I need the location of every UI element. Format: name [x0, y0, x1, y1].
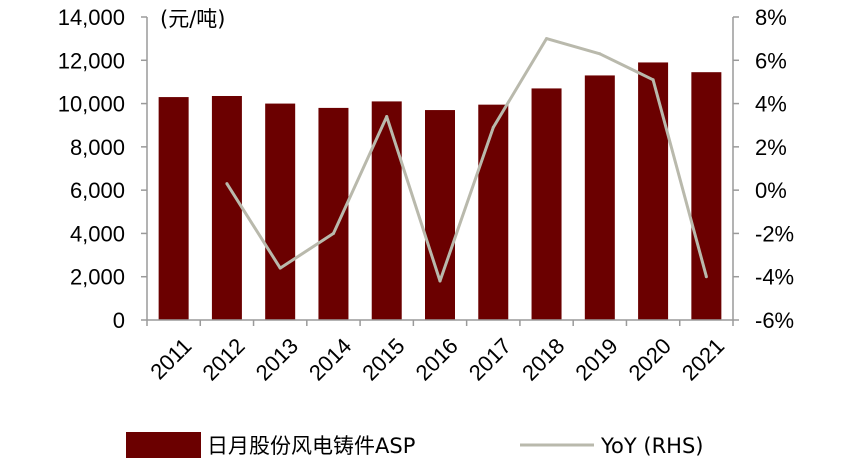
x-tick-label-2016: 2016 — [411, 333, 463, 385]
legend-swatch-asp — [126, 432, 201, 458]
bar-2011 — [158, 97, 189, 320]
left-tick-label: 4,000 — [70, 221, 125, 246]
x-tick-label-2012: 2012 — [197, 333, 249, 385]
yoy-point-2012 — [225, 182, 229, 186]
right-tick-label: 4% — [755, 92, 787, 117]
bar-2021 — [691, 72, 722, 320]
left-tick-label: 0 — [113, 308, 125, 333]
legend: 日月股份风电铸件ASP YoY (RHS) — [126, 432, 704, 458]
right-tick-label: 6% — [755, 48, 787, 73]
bar-2019 — [584, 75, 615, 320]
x-tick-label-2017: 2017 — [464, 333, 516, 385]
yoy-point-2018 — [545, 37, 549, 41]
yoy-point-2016 — [438, 279, 442, 283]
left-tick-labels: 0 2,000 4,000 6,000 8,000 10,000 12,000 14,000 — [58, 5, 125, 333]
legend-label-yoy: YoY (RHS) — [600, 434, 704, 458]
yoy-line — [225, 37, 708, 283]
x-tick-label-2015: 2015 — [357, 333, 409, 385]
x-tick-label-2019: 2019 — [570, 333, 622, 385]
x-tick-label-2013: 2013 — [251, 333, 303, 385]
right-tick-label: 0% — [755, 178, 787, 203]
left-tick-label: 6,000 — [70, 178, 125, 203]
x-tick-label-2020: 2020 — [624, 333, 676, 385]
bar-2017 — [478, 104, 509, 321]
yoy-point-2015 — [385, 115, 389, 119]
right-tick-labels: -6% -4% -2% 0% 2% 4% 6% 8% — [755, 5, 794, 333]
yoy-point-2014 — [331, 231, 335, 235]
yoy-point-2021 — [704, 275, 708, 279]
yoy-point-2017 — [491, 125, 495, 129]
right-tick-label: 8% — [755, 5, 787, 30]
left-tick-label: 2,000 — [70, 265, 125, 290]
x-tick-label-2014: 2014 — [304, 333, 356, 385]
right-tick-label: -6% — [755, 308, 794, 333]
axes — [141, 16, 739, 326]
yoy-point-2019 — [598, 52, 602, 56]
x-tick-label-2021: 2021 — [677, 333, 729, 385]
x-tick-labels: 2011 2012 2013 2014 2015 2016 2017 2018 2019 2020… — [145, 333, 729, 385]
right-tick-label: -4% — [755, 265, 794, 290]
bar-2013 — [265, 103, 296, 320]
right-tick-label: -2% — [755, 221, 794, 246]
bar-2015 — [371, 101, 402, 321]
left-tick-label: 8,000 — [70, 135, 125, 160]
bar-series — [158, 62, 722, 321]
left-tick-label: 10,000 — [58, 92, 125, 117]
right-tick-label: 2% — [755, 135, 787, 160]
x-tick-label-2018: 2018 — [517, 333, 569, 385]
bar-2020 — [638, 62, 669, 320]
y-axis-unit-label: (元/吨) — [160, 7, 225, 31]
legend-label-asp: 日月股份风电铸件ASP — [207, 434, 415, 458]
bar-2018 — [531, 88, 562, 321]
bar-2016 — [425, 110, 455, 320]
left-tick-label: 14,000 — [58, 5, 125, 30]
line-series — [225, 37, 708, 283]
yoy-point-2013 — [278, 266, 282, 270]
bar-2012 — [211, 95, 242, 320]
left-tick-label: 12,000 — [58, 48, 125, 73]
x-tick-label-2011: 2011 — [145, 333, 196, 384]
yoy-point-2020 — [651, 78, 655, 82]
